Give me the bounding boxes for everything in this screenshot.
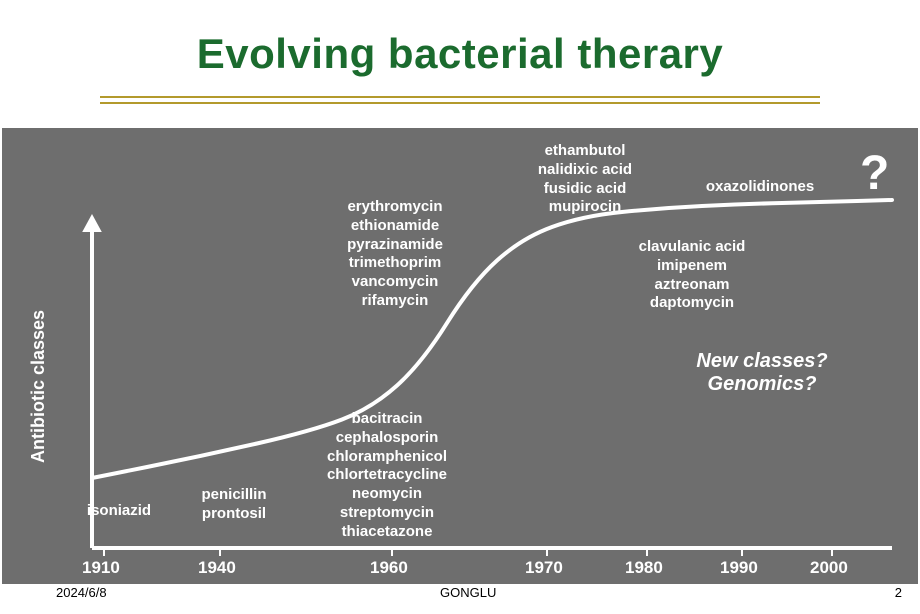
slide-title: Evolving bacterial therary [0,30,920,78]
chart-area: Antibiotic classes isoniazid penicillinp… [2,128,918,584]
title-rule-1 [100,96,820,98]
footer-page: 2 [895,585,902,600]
xaxis-tick-label: 1960 [370,558,408,578]
xaxis-tick-label: 1940 [198,558,236,578]
xaxis-tick-label: 2000 [810,558,848,578]
xaxis-tick-label: 1910 [82,558,120,578]
x-axis-labels: 1910 1940 1960 1970 1980 1990 2000 [2,128,918,584]
footer-author: GONGLU [440,585,496,600]
footer-date: 2024/6/8 [56,585,107,600]
xaxis-tick-label: 1990 [720,558,758,578]
xaxis-tick-label: 1970 [525,558,563,578]
xaxis-tick-label: 1980 [625,558,663,578]
title-rule-2 [100,102,820,104]
